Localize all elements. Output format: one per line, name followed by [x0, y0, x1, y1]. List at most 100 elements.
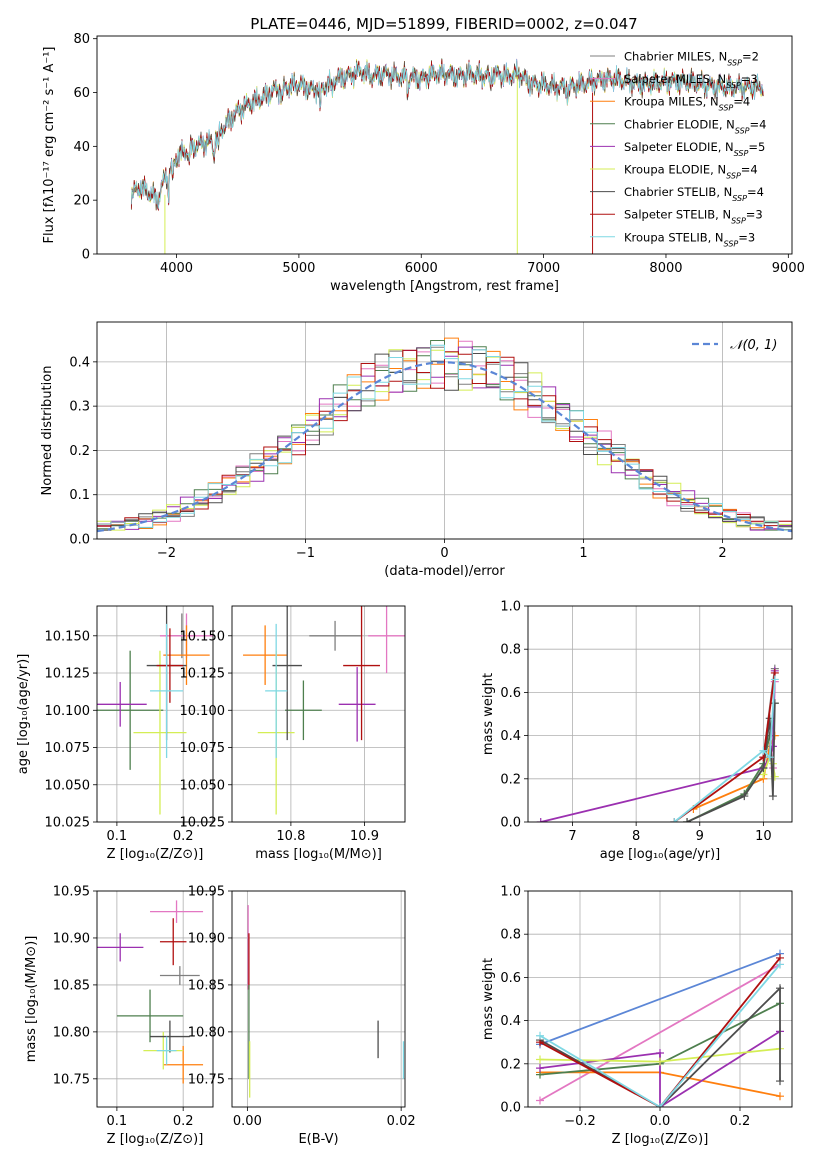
x-tick-label: 8	[632, 829, 640, 844]
y-tick-label: 0.2	[500, 1057, 521, 1072]
panel-mass_weight_vs_Z: −0.2 0.0 0.2 0.0 0.2 0.4 0.6 0.8 1.0 Z [log₁₀(Z/Z…	[481, 885, 793, 1147]
y-axis-label: Normed distribution	[40, 366, 55, 496]
axes-frame	[96, 890, 214, 1108]
errorbar-point	[133, 650, 187, 815]
x-tick-label: 2	[718, 546, 726, 561]
y-tick-label: 0.6	[500, 971, 521, 986]
y-tick-label: 10.125	[45, 667, 91, 682]
y-axis-label: age [log₁₀(age/yr)]	[16, 654, 31, 775]
errorbar-point	[163, 625, 210, 685]
y-tick-label: 10.025	[180, 816, 226, 831]
errorbar-point	[368, 606, 405, 674]
y-tick-label: 10.75	[188, 1072, 225, 1087]
legend-label: Kroupa MILES, NSSP=4	[624, 95, 750, 113]
y-tick-label: 0.4	[69, 355, 90, 370]
x-tick-label: 6000	[405, 261, 438, 276]
x-tick-label: 0.0	[650, 1114, 671, 1129]
x-axis-label: wavelength [Angstrom, rest frame]	[330, 279, 559, 294]
y-tick-label: 10.050	[45, 778, 91, 793]
y-axis-label: mass [log₁₀(M/M⊙)]	[24, 936, 39, 1063]
mass-weight-marker	[759, 746, 768, 755]
panel-mass_weight_vs_age: 7 8 9 10 0.0 0.2 0.4 0.6 0.8 1.0 age [log₁₀(age/yr…	[481, 600, 793, 862]
panel-mass_vs_ebv: 0.00 0.02 10.75 10.80 10.85 10.90 10.95 E(B-V)	[188, 885, 416, 1148]
panel-mass_vs_Z: 0.1 0.2 10.75 10.80 10.85 10.90 10.95 Z [log₁₀(…	[24, 885, 214, 1147]
mass-weight-marker	[670, 818, 679, 822]
mass-weight-marker	[740, 792, 749, 801]
errorbar-point	[150, 900, 204, 923]
x-tick-label: 0	[440, 546, 448, 561]
y-tick-label: 0.2	[69, 444, 90, 459]
plot-area-age_vs_mass	[243, 606, 405, 815]
plot-area-mass_vs_Z	[97, 900, 204, 1084]
x-tick-label: 10.9	[350, 829, 379, 844]
legend-label: Kroupa ELODIE, NSSP=4	[624, 163, 758, 181]
y-tick-label: 60	[73, 86, 90, 101]
mass-weight-marker	[776, 984, 784, 993]
mass-weight-marker	[536, 1031, 544, 1040]
histogram-step	[97, 344, 792, 531]
legend-label: Chabrier ELODIE, NSSP=4	[624, 117, 766, 135]
y-tick-label: 10.050	[180, 778, 226, 793]
axes-frame	[231, 890, 406, 1108]
y-tick-label: 10.150	[180, 629, 226, 644]
plot-area-residuals	[97, 337, 792, 533]
legend-label: Salpeter MILES, NSSP=3	[624, 72, 758, 90]
mass-weight-marker	[776, 1092, 784, 1101]
errorbar-point	[97, 681, 147, 727]
x-tick-label: 4000	[160, 261, 193, 276]
errorbar-point	[343, 606, 380, 741]
y-tick-label: 10.100	[45, 704, 91, 719]
y-axis-label: mass weight	[481, 958, 496, 1040]
y-tick-label: 10.80	[53, 1025, 90, 1040]
x-tick-label: −0.2	[564, 1114, 596, 1129]
x-axis-label: age [log₁₀(age/yr)]	[600, 847, 721, 862]
y-tick-label: 0.0	[69, 533, 90, 548]
x-tick-label: −1	[296, 546, 315, 561]
x-axis-label: E(B-V)	[298, 1132, 338, 1147]
axes-frame	[96, 605, 214, 823]
y-tick-label: 0	[82, 248, 90, 263]
mass-weight-line	[673, 672, 776, 822]
mass-weight-marker	[770, 699, 779, 708]
y-tick-label: 10.95	[188, 885, 225, 900]
plot-area-mass_weight_vs_age	[536, 664, 779, 822]
errorbar-point	[150, 623, 184, 758]
y-tick-label: 0.4	[500, 729, 521, 744]
x-tick-label: 0.2	[173, 1114, 194, 1129]
gaussian-curve	[97, 361, 792, 533]
x-tick-label: 10.8	[276, 829, 305, 844]
errorbar-point	[163, 1045, 204, 1084]
y-tick-label: 0.0	[500, 1101, 521, 1116]
mass-weight-marker	[759, 764, 768, 772]
y-tick-label: 10.100	[180, 704, 226, 719]
y-tick-label: 0.2	[500, 772, 521, 787]
errorbar-point	[243, 625, 288, 685]
mass-weight-marker	[656, 1057, 664, 1066]
mass-weight-marker	[656, 1049, 664, 1057]
plot-area-age_vs_Z	[97, 606, 213, 815]
legend-label: Salpeter STELIB, NSSP=3	[624, 208, 763, 226]
mass-weight-marker	[536, 1064, 544, 1073]
y-tick-label: 40	[73, 140, 90, 155]
mass-weight-line	[539, 957, 781, 1107]
x-tick-label: 0.1	[107, 829, 128, 844]
y-tick-label: 10.075	[180, 741, 226, 756]
errorbar-point	[285, 680, 322, 741]
y-tick-label: 0.6	[500, 686, 521, 701]
legend-label: Kroupa STELIB, NSSP=3	[624, 230, 755, 248]
x-axis-label: Z [log₁₀(Z/Z⊙)]	[612, 1132, 709, 1147]
x-tick-label: 0.02	[387, 1114, 416, 1129]
panel-residuals: −2 −1 0 1 2 0.0 0.1 0.2 0.3 0.4 (data-model)/error…	[40, 321, 793, 579]
legend-label: Chabrier MILES, NSSP=2	[624, 50, 759, 68]
errorbar-point	[338, 667, 376, 742]
y-tick-label: 10.80	[188, 1025, 225, 1040]
errorbar-point	[97, 933, 144, 962]
x-tick-label: 1	[579, 546, 587, 561]
y-tick-label: 0.8	[500, 643, 521, 658]
errorbar-point	[265, 623, 288, 758]
y-tick-label: 20	[73, 194, 90, 209]
mass-weight-line	[540, 670, 776, 822]
mass-weight-line	[539, 963, 781, 1102]
x-tick-label: 9	[696, 829, 704, 844]
